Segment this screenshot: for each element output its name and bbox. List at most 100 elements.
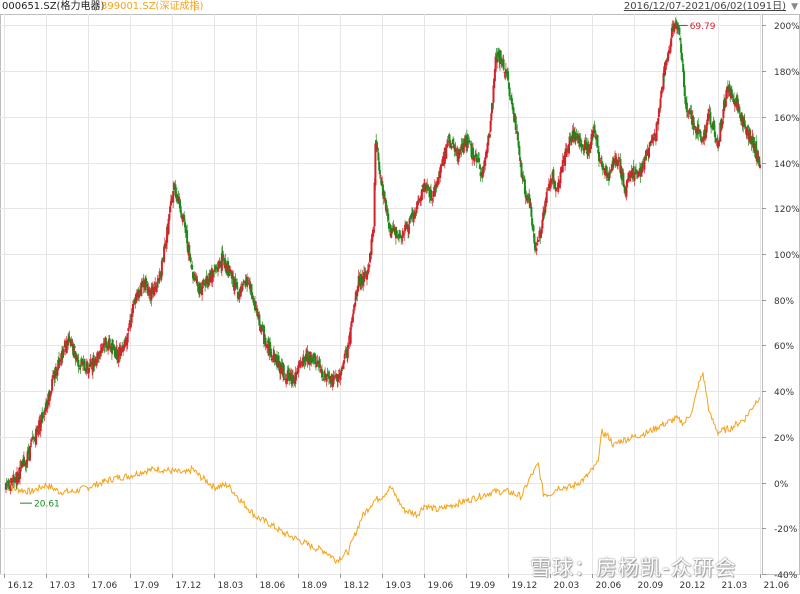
candle-body	[129, 322, 132, 327]
triangle-down-icon[interactable]: ▼	[791, 2, 798, 12]
candle-body	[201, 286, 204, 295]
candle-body	[144, 280, 147, 291]
date-range-link[interactable]: 2016/12/07-2021/06/02(1091日)	[623, 1, 786, 12]
candle-body	[625, 187, 628, 197]
candle-body	[271, 357, 274, 360]
candle-body	[172, 191, 175, 203]
candle-body	[282, 364, 285, 378]
candle-body	[501, 63, 504, 66]
candle-body	[100, 350, 103, 354]
candle-body	[155, 286, 158, 292]
candle-body	[559, 171, 562, 184]
candle-body	[372, 231, 374, 235]
candle-body	[602, 168, 605, 170]
candle-body	[260, 325, 263, 332]
candle-body	[53, 370, 56, 380]
candle-body	[241, 283, 244, 290]
candle-body	[541, 219, 544, 229]
candle-body	[374, 143, 377, 186]
candle-body	[384, 198, 387, 201]
candle-body	[354, 302, 357, 307]
candle-body	[102, 343, 105, 347]
candle-body	[72, 345, 75, 358]
candle-body	[375, 140, 378, 148]
candle-body	[287, 368, 290, 378]
candle-body	[59, 359, 62, 363]
candle-body	[533, 233, 536, 244]
candle-body	[550, 179, 553, 182]
candle-body	[658, 108, 661, 110]
candle-body	[322, 378, 325, 381]
candle-body	[496, 58, 499, 63]
candle-body	[439, 171, 442, 178]
candle-body	[581, 144, 584, 147]
candle-body	[435, 186, 438, 189]
stock-series-label[interactable]: 000651.SZ(格力电器)	[2, 1, 105, 12]
candle-body	[175, 194, 178, 202]
candle-body	[76, 356, 79, 362]
candle-body	[224, 260, 227, 272]
candle-body	[500, 58, 503, 63]
candle-body	[523, 179, 526, 194]
candle-body	[683, 71, 685, 87]
candle-body	[220, 253, 223, 271]
candle-body	[142, 278, 145, 288]
candle-body	[622, 172, 625, 186]
candle-body	[86, 362, 89, 371]
candle-body	[526, 199, 529, 201]
candle-body	[692, 117, 695, 130]
x-tick-label: 17.12	[176, 581, 202, 591]
candle-body	[339, 374, 342, 380]
candle-body	[7, 484, 10, 485]
candle-body	[204, 284, 207, 286]
candle-body	[659, 98, 662, 108]
candle-body	[27, 447, 30, 455]
candle-body	[126, 333, 129, 343]
candle-body	[448, 134, 451, 143]
candle-body	[702, 136, 705, 142]
candle-body	[736, 98, 739, 112]
x-tick-label: 20.09	[638, 581, 664, 591]
candle-body	[62, 349, 65, 356]
candle-body	[490, 113, 493, 121]
candle-body	[503, 72, 506, 73]
candle-body	[26, 450, 29, 462]
candle-body	[523, 179, 526, 180]
candle-body	[342, 362, 345, 369]
candle-body	[78, 367, 81, 370]
watermark-text: 雪球：房杨凯-众研会	[530, 556, 737, 580]
candle-body	[364, 271, 367, 274]
candle-body	[199, 283, 202, 286]
candle-body	[192, 272, 194, 279]
candle-body	[496, 51, 499, 56]
candle-body	[70, 339, 73, 346]
candle-body	[184, 226, 187, 233]
candle-body	[417, 200, 419, 205]
candle-body	[525, 195, 528, 198]
candle-body	[709, 112, 712, 125]
candle-body	[116, 349, 119, 360]
candle-body	[450, 145, 453, 149]
candle-body	[36, 426, 39, 433]
candle-body	[655, 122, 658, 141]
candle-body	[595, 136, 597, 140]
candle-body	[372, 229, 375, 233]
candle-body	[360, 280, 363, 286]
candle-body	[543, 210, 546, 216]
candle-body	[6, 481, 9, 483]
candle-body	[145, 280, 148, 287]
candle-body	[577, 135, 579, 138]
candle-body	[401, 230, 404, 238]
index-series-label[interactable]: 399001.SZ(深证成指)	[101, 1, 204, 12]
candle-body	[665, 60, 668, 66]
y-tick-label: 60%	[774, 342, 794, 352]
candle-body	[598, 158, 601, 159]
candle-body	[314, 353, 317, 364]
candle-body	[446, 141, 449, 147]
candle-body	[373, 182, 376, 227]
candle-body	[398, 233, 401, 238]
candle-body	[113, 345, 116, 351]
candle-body	[202, 279, 205, 283]
candle-body	[103, 346, 106, 347]
candle-body	[5, 483, 7, 490]
